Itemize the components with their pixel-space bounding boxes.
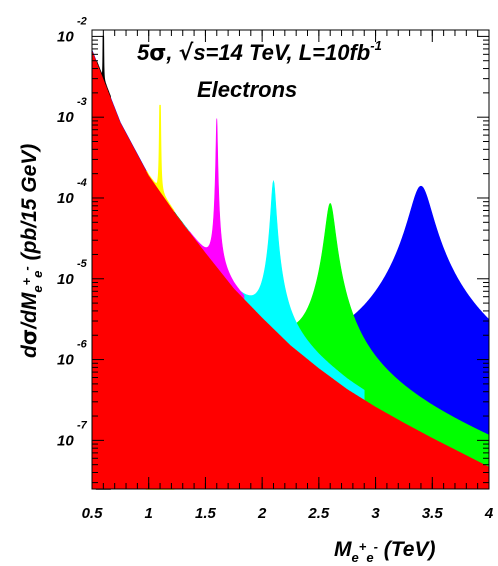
chart-title-line1: 5σ, √s=14 TeV, L=10fb-1	[137, 38, 382, 66]
plot-area	[91, 29, 490, 490]
y-tick-labels: 10-210-310-410-510-610-7	[57, 15, 88, 449]
y-tick-exponent: -3	[77, 96, 87, 108]
y-tick-exponent: -4	[77, 177, 87, 189]
y-axis-title: dσ/dMe+e- (pb/15 GeV)	[17, 144, 45, 358]
x-tick-label: 4	[484, 505, 494, 522]
x-tick-labels: 0.5 1 1.5 2 2.5 3 3.5 4	[82, 505, 494, 522]
y-tick-exponent: -7	[77, 419, 88, 431]
y-tick-label: 10	[57, 271, 74, 288]
y-tick-exponent: -5	[77, 258, 88, 270]
x-tick-label: 2	[257, 505, 267, 522]
y-axis-title-group: dσ/dMe+e- (pb/15 GeV)	[17, 144, 45, 358]
y-tick-label: 10	[57, 28, 74, 45]
x-tick-label: 2.5	[307, 505, 330, 522]
x-tick-label: 3.5	[422, 505, 444, 522]
y-tick-label: 10	[57, 432, 74, 449]
plot-frame	[91, 29, 490, 490]
x-tick-label: 3	[371, 505, 380, 522]
y-tick-exponent: -2	[77, 15, 87, 27]
x-tick-label: 0.5	[82, 505, 104, 522]
axis-ticks	[91, 30, 490, 489]
x-tick-label: 1	[145, 505, 153, 522]
x-tick-label: 1.5	[195, 505, 217, 522]
y-tick-label: 10	[57, 109, 74, 126]
x-axis-title: Me+e- (TeV)	[334, 538, 435, 565]
chart-title-line2: Electrons	[197, 77, 297, 102]
background-fill	[92, 49, 489, 490]
histogram-fills	[91, 35, 490, 490]
y-tick-label: 10	[57, 190, 74, 207]
y-tick-label: 10	[57, 352, 74, 369]
y-tick-exponent: -6	[77, 339, 88, 351]
